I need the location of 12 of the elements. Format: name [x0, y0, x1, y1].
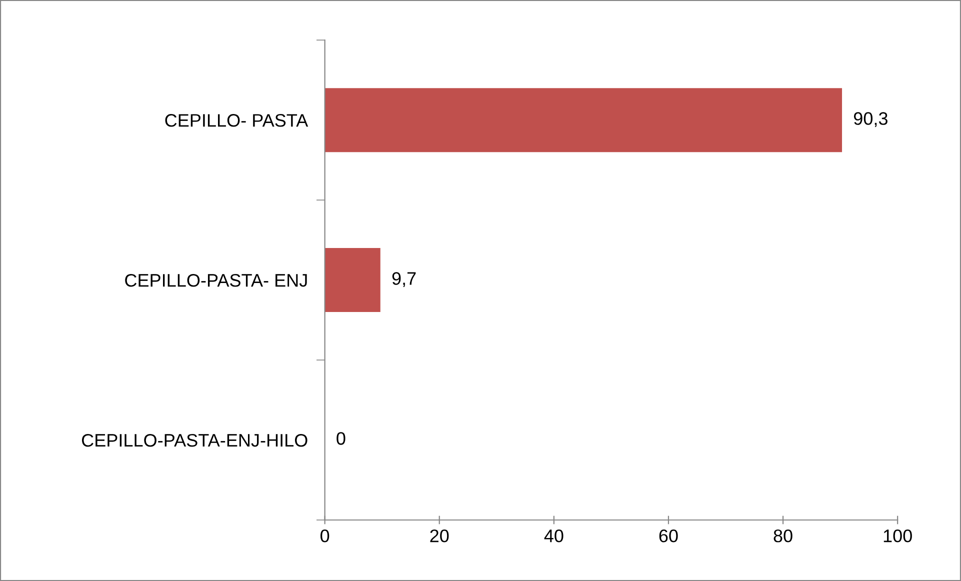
data-label: 9,7 [392, 272, 416, 288]
data-label: 0 [336, 432, 346, 445]
x-tick-label: 100 [884, 530, 912, 542]
x-tick-label: 0 [320, 530, 330, 542]
y-tick-label: CEPILLO- PASTA [165, 114, 308, 127]
x-tick-label: 60 [659, 530, 678, 542]
x-tick-label: 80 [774, 530, 792, 542]
y-tick-label: CEPILLO-PASTA- ENJ [125, 274, 307, 287]
y-tick-label: CEPILLO-PASTA-ENJ-HILO [82, 434, 308, 447]
data-label: 90,3 [854, 112, 888, 128]
x-tick-label: 20 [430, 530, 449, 542]
x-tick-label: 40 [544, 530, 564, 542]
